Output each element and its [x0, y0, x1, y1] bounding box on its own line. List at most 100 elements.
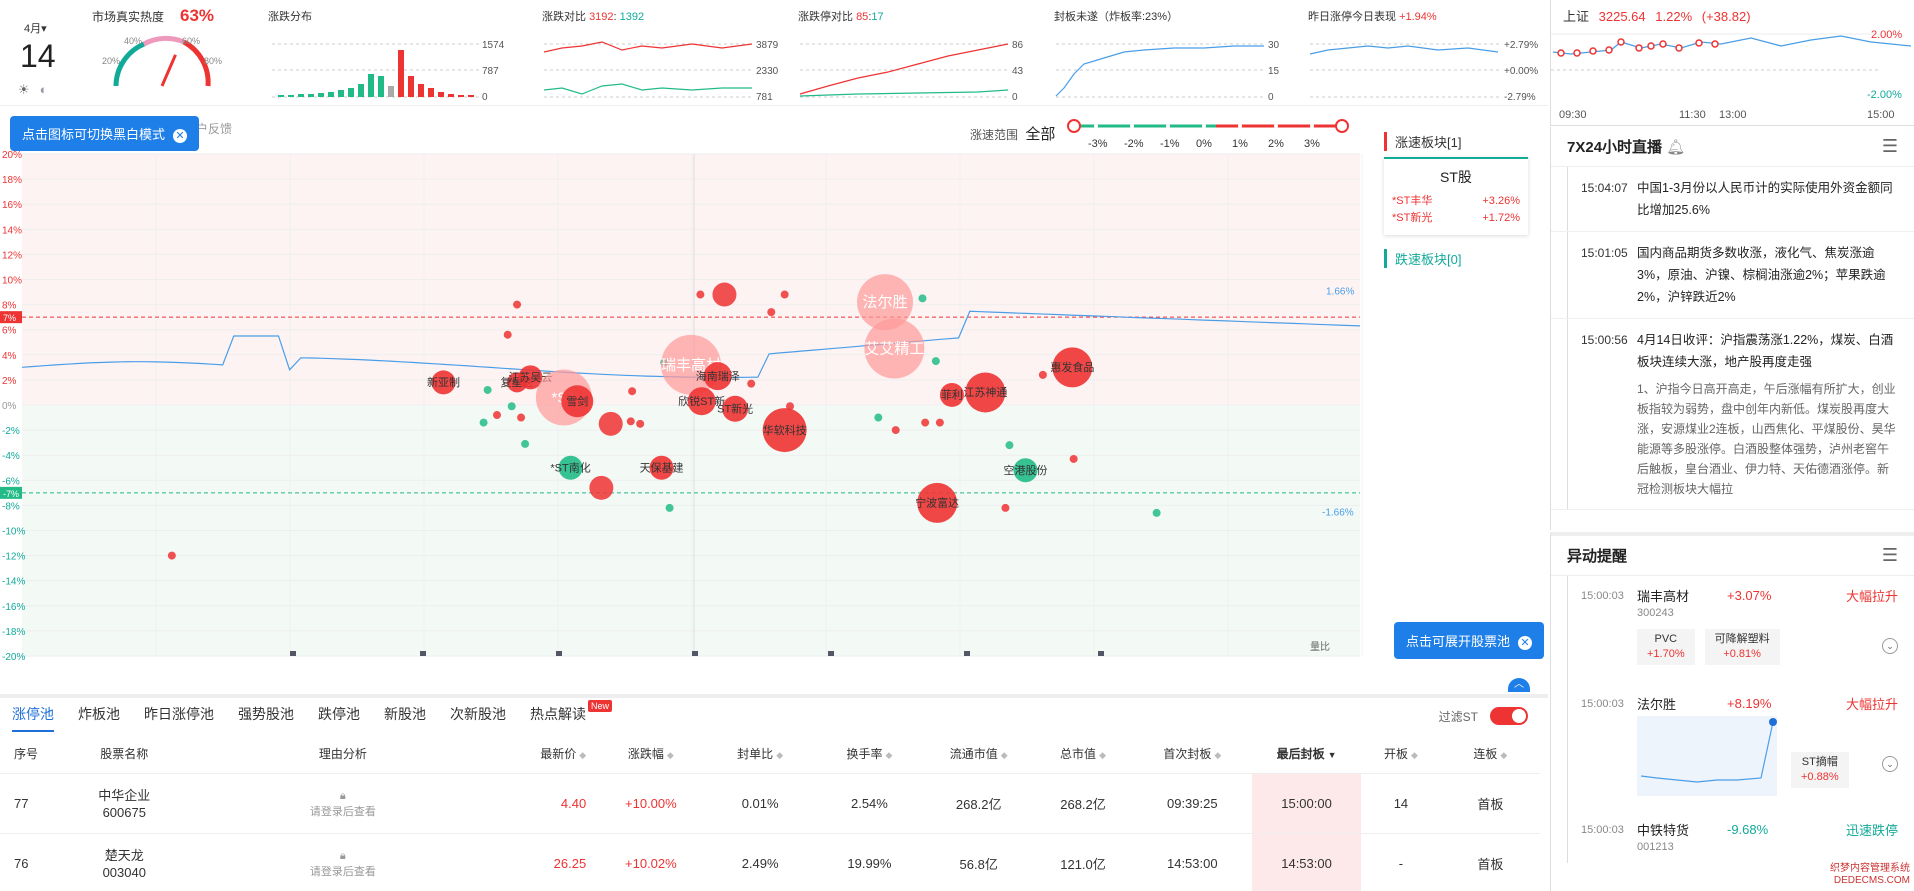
col-header-sortable[interactable]: 封单比 ◆ — [737, 747, 784, 761]
limit-up-tag — [0, 311, 22, 324]
close-icon[interactable]: ✕ — [1518, 636, 1533, 650]
expand-icon[interactable]: ⌄ — [1882, 638, 1898, 654]
y-tick-label: -2% — [2, 426, 20, 437]
stock-bubble-label: 艾艾精工 — [864, 341, 924, 358]
menu-icon[interactable]: ☰ — [1881, 545, 1898, 565]
col-header-sortable[interactable]: 总市值 ◆ — [1060, 747, 1106, 761]
stock-bubble — [649, 455, 674, 480]
col-header-sortable[interactable]: 流通市值 ◆ — [949, 747, 1008, 761]
news-item[interactable]: 15:00:56 4月14日收评：沪指震荡涨1.22%，煤炭、白酒板块连续大涨，地… — [1551, 319, 1914, 510]
alert-item[interactable]: 15:00:03 中铁特货 -9.68% 迅速跌停 001213 — [1551, 810, 1914, 863]
speed-range-filter[interactable]: 涨速范围 全部 — [970, 123, 1055, 144]
cell-reason[interactable]: 🔒︎ 请登录后查看 — [199, 848, 487, 880]
pool-tooltip[interactable]: 点击可展开股票池 ✕ — [1394, 622, 1545, 659]
y-tick-label: -8% — [2, 501, 20, 512]
mini-chart-yesterday[interactable]: 昨日涨停今日表现 +1.94% +2.79% +0.00% -2.79% — [1308, 8, 1544, 100]
y-tick-label: 0% — [2, 401, 17, 412]
sun-icon[interactable]: ☀ — [18, 82, 30, 97]
stock-bubble — [722, 395, 749, 422]
stock-bubble — [703, 362, 732, 391]
filter-st-toggle[interactable] — [1490, 707, 1528, 725]
st-row[interactable]: *ST新光 +1.72% — [1392, 212, 1520, 224]
cell-reason[interactable]: 🔒︎ 请登录后查看 — [199, 788, 487, 820]
col-header-sortable[interactable]: 换手率 ◆ — [846, 747, 893, 761]
range-tick-label: 3% — [1304, 138, 1320, 150]
stock-bubble — [857, 274, 914, 331]
watermark: 织梦内容管理系统 DEDECMS.COM — [1830, 863, 1910, 886]
time-label: 11:30 — [1679, 109, 1706, 121]
tab-yesterday-limit[interactable]: 昨日涨停池 — [144, 706, 214, 722]
theme-tooltip[interactable]: 点击图标可切换黑白模式 ✕ — [10, 116, 200, 151]
alert-item[interactable]: 15:00:03 瑞丰高材 +3.07% 大幅拉升 300243 PVC +1.70% … — [1551, 576, 1914, 684]
tab-broken-board[interactable]: 炸板池 — [78, 706, 120, 722]
stock-dot — [665, 503, 674, 512]
tab-hot-topics[interactable]: 热点解读 New — [518, 696, 612, 732]
range-handle-right — [1335, 119, 1349, 133]
concept-chip[interactable]: ST摘帽 +0.88% — [1791, 752, 1849, 788]
tab-strong[interactable]: 强势股池 — [238, 706, 294, 722]
mini-chart-distribution[interactable]: 涨跌分布 1574 787 0 — [268, 8, 508, 100]
index-panel[interactable]: 上证 3225.64 1.22% (+38.82) 2.00% -2.00% 0… — [1550, 0, 1914, 126]
tab-sub-new[interactable]: 次新股池 — [450, 706, 506, 722]
time-label: 09:30 — [1559, 109, 1587, 121]
index-price: 3225.64 — [1598, 9, 1646, 24]
feedback-link[interactable]: 户反馈 — [196, 122, 233, 136]
limit-down-count: 17 — [871, 11, 884, 23]
cell-float: 56.8亿 — [959, 857, 998, 872]
date-widget[interactable]: 4月▾ 14 ☀ ◐ — [10, 10, 72, 98]
tab-limit-down[interactable]: 跌停池 — [318, 706, 360, 722]
col-header-sortable[interactable]: 连板 ◆ — [1473, 747, 1508, 761]
expand-icon[interactable]: ⌄ — [1882, 756, 1898, 772]
limit-lines: 86 43 0 — [799, 40, 1024, 100]
theme-switch[interactable]: ☀ ◐ — [18, 82, 58, 98]
cell-no: 76 — [14, 856, 29, 871]
stock-dot — [626, 417, 635, 426]
limit-up-table: 序号 股票名称 理由分析 最新价 ◆ 涨跌幅 ◆ 封单比 ◆ 换手率 ◆ 流通市值 ◆ 总… — [0, 734, 1540, 891]
stock-dot — [712, 282, 737, 307]
stock-dot — [517, 413, 526, 422]
col-header-sortable[interactable]: 涨跌幅 ◆ — [627, 747, 674, 761]
close-icon[interactable]: ✕ — [173, 129, 188, 143]
y-tick-label: -20% — [2, 652, 25, 663]
stock-bubble-label: 天保基建 — [640, 460, 684, 474]
st-sector-card[interactable]: ST股 *ST丰华 +3.26% *ST新光 +1.72% — [1384, 157, 1528, 235]
cell-stock[interactable]: 楚天龙 003040 — [102, 847, 146, 880]
news-item[interactable]: 15:04:07 中国1-3月份以人民币计的实际使用外资金额同比增加25.6% — [1551, 167, 1914, 232]
alert-item[interactable]: 15:00:03 法尔胜 +8.19% 大幅拉升 ST摘帽 +0.88% ⌄ — [1551, 684, 1914, 810]
stock-dot — [628, 387, 637, 396]
mini-chart-failed-limit[interactable]: 封板未遂（炸板率:23%） 30 15 0 — [1054, 8, 1294, 100]
axis-label: -2.79% — [1504, 92, 1536, 100]
moon-icon[interactable]: ◐ — [39, 82, 48, 97]
range-tick-label: 2% — [1268, 138, 1284, 150]
news-headline: 4月14日收评：沪指震荡涨1.22%，煤炭、白酒板块连续大涨，地产股再度走强 — [1637, 333, 1894, 369]
stock-bubble — [558, 455, 583, 480]
stock-bubble — [561, 385, 594, 418]
index-intraday-chart: 2.00% -2.00% 09:30 11:30 13:00 15:00 — [1551, 29, 1912, 121]
market-heat-gauge: 市场真实热度 63% 20% 40% 60% 80% — [92, 6, 262, 100]
tab-limit-up[interactable]: 涨停池 — [0, 696, 66, 732]
col-header-sortable[interactable]: 最后封板 ▼ — [1276, 747, 1337, 761]
mini-chart-limit[interactable]: 涨跌停对比 85:17 86 43 0 — [798, 8, 1038, 100]
index-down-label: -1.66% — [1322, 507, 1354, 518]
concept-chip[interactable]: 可降解塑料 +0.81% — [1704, 629, 1780, 665]
y-tick-label: -10% — [2, 527, 25, 538]
col-header-sortable[interactable]: 首次封板 ◆ — [1163, 747, 1222, 761]
month-selector[interactable]: 4月▾ — [24, 23, 47, 35]
table-row[interactable]: 76 楚天龙 003040 🔒︎ 请登录后查看 26.25 +10.02% 2.49… — [0, 834, 1540, 891]
table-row[interactable]: 77 中华企业 600675 🔒︎ 请登录后查看 4.40 +10.00% 0.01… — [0, 774, 1540, 834]
cell-stock[interactable]: 中华企业 600675 — [98, 787, 151, 820]
range-slider[interactable]: -3% -2% -1% 0% 1% 2% 3% — [1066, 116, 1356, 150]
tab-new-stock[interactable]: 新股池 — [384, 706, 426, 722]
expand-chevron-icon[interactable]: ︿ — [1508, 678, 1530, 692]
menu-icon[interactable]: ☰ — [1881, 136, 1898, 156]
stock-dot — [503, 330, 512, 339]
col-header-sortable[interactable]: 最新价 ◆ — [540, 747, 587, 761]
filter-st[interactable]: 过滤ST — [1439, 698, 1528, 734]
news-item[interactable]: 15:01:05 国内商品期货多数收涨，液化气、焦炭涨逾3%，原油、沪镍、棕榈油涨… — [1551, 232, 1914, 319]
st-row[interactable]: *ST丰华 +3.26% — [1392, 195, 1520, 207]
mini-chart-updown[interactable]: 涨跌对比 3192: 1392 3879 2330 781 — [542, 8, 782, 100]
cell-first: 14:53:00 — [1166, 856, 1218, 871]
y-tick-label: 6% — [2, 326, 17, 337]
concept-chip[interactable]: PVC +1.70% — [1637, 629, 1695, 665]
col-header-sortable[interactable]: 开板 ◆ — [1383, 747, 1418, 761]
